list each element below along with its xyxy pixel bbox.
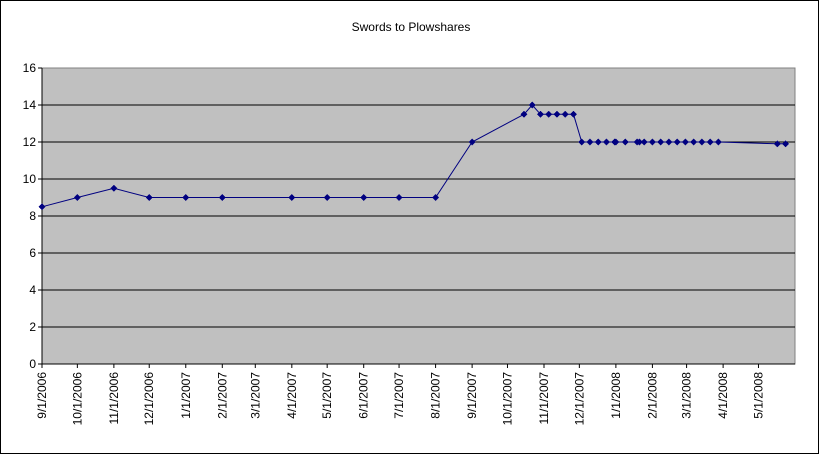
x-tick-label: 1/1/2008	[609, 372, 623, 419]
data-point	[714, 138, 722, 146]
data-point	[145, 193, 153, 202]
data-point	[182, 193, 190, 202]
data-point	[432, 193, 440, 202]
y-axis: 0 2 4 6 8 10 12 14 16	[23, 61, 43, 371]
x-tick-label: 6/1/2007	[357, 372, 371, 419]
x-tick-label: 3/1/2007	[248, 372, 262, 419]
data-point	[602, 138, 611, 146]
data-point	[706, 138, 714, 146]
x-axis: 9/1/2006 10/1/2006 11/1/2006 12/1/2006 1/1/2…	[35, 363, 795, 426]
data-point	[536, 110, 545, 118]
y-tick-label: 8	[29, 209, 36, 223]
x-tick-label: 12/1/2007	[572, 372, 586, 426]
chart-title: Swords to Plowshares	[352, 20, 471, 34]
data-point	[640, 138, 648, 146]
x-tick-label: 8/1/2007	[429, 372, 443, 419]
data-point	[288, 193, 296, 202]
data-point	[782, 140, 790, 148]
data-point	[360, 193, 368, 202]
data-point	[665, 138, 673, 146]
data-point	[773, 140, 781, 148]
data-point	[681, 138, 689, 146]
y-tick-label: 4	[29, 283, 36, 297]
x-tick-label: 9/1/2007	[465, 372, 479, 419]
data-point	[520, 110, 528, 118]
x-tick-label: 5/1/2007	[320, 372, 334, 419]
x-tick-label: 4/1/2007	[285, 372, 299, 419]
x-tick-label: 2/1/2007	[215, 372, 229, 419]
x-tick-label: 9/1/2006	[35, 372, 49, 419]
data-point	[578, 138, 586, 146]
data-point	[323, 193, 331, 202]
x-tick-label: 5/1/2008	[751, 372, 765, 419]
data-point	[648, 138, 656, 146]
data-point	[569, 110, 578, 118]
x-tick-label: 4/1/2008	[716, 372, 730, 419]
data-point	[553, 110, 561, 118]
data-point	[528, 101, 536, 109]
data-point	[586, 138, 594, 146]
y-tick-label: 10	[23, 172, 37, 186]
y-tick-label: 0	[29, 357, 36, 371]
x-tick-label: 1/1/2007	[179, 372, 193, 419]
data-point	[395, 193, 403, 202]
data-point	[690, 138, 698, 146]
data-point	[698, 138, 706, 146]
data-point	[635, 138, 644, 146]
data-point	[110, 184, 118, 192]
series-line	[41, 104, 786, 208]
y-tick-label: 2	[29, 320, 36, 334]
y-tick-label: 16	[23, 61, 37, 75]
x-tick-label: 3/1/2008	[680, 372, 694, 419]
y-tick-label: 14	[23, 98, 37, 112]
data-point	[468, 138, 476, 146]
y-tick-label: 12	[23, 135, 37, 149]
x-tick-label: 2/1/2008	[645, 372, 659, 419]
x-tick-label: 10/1/2006	[70, 372, 84, 426]
x-tick-label: 11/1/2006	[107, 372, 121, 425]
data-point	[621, 138, 629, 146]
data-point	[38, 203, 46, 211]
series	[38, 101, 790, 211]
x-tick-label: 12/1/2006	[142, 372, 156, 426]
data-point	[561, 110, 569, 118]
data-point	[594, 138, 602, 146]
y-tick-label: 6	[29, 246, 36, 260]
data-point	[612, 138, 620, 146]
x-tick-label: 7/1/2007	[392, 372, 406, 419]
x-tick-label: 10/1/2007	[500, 372, 514, 426]
data-point	[545, 110, 553, 118]
data-point	[218, 193, 226, 202]
x-tick-label: 11/1/2007	[537, 372, 551, 425]
data-point	[657, 138, 665, 146]
data-point	[673, 138, 681, 146]
data-point	[73, 193, 81, 202]
